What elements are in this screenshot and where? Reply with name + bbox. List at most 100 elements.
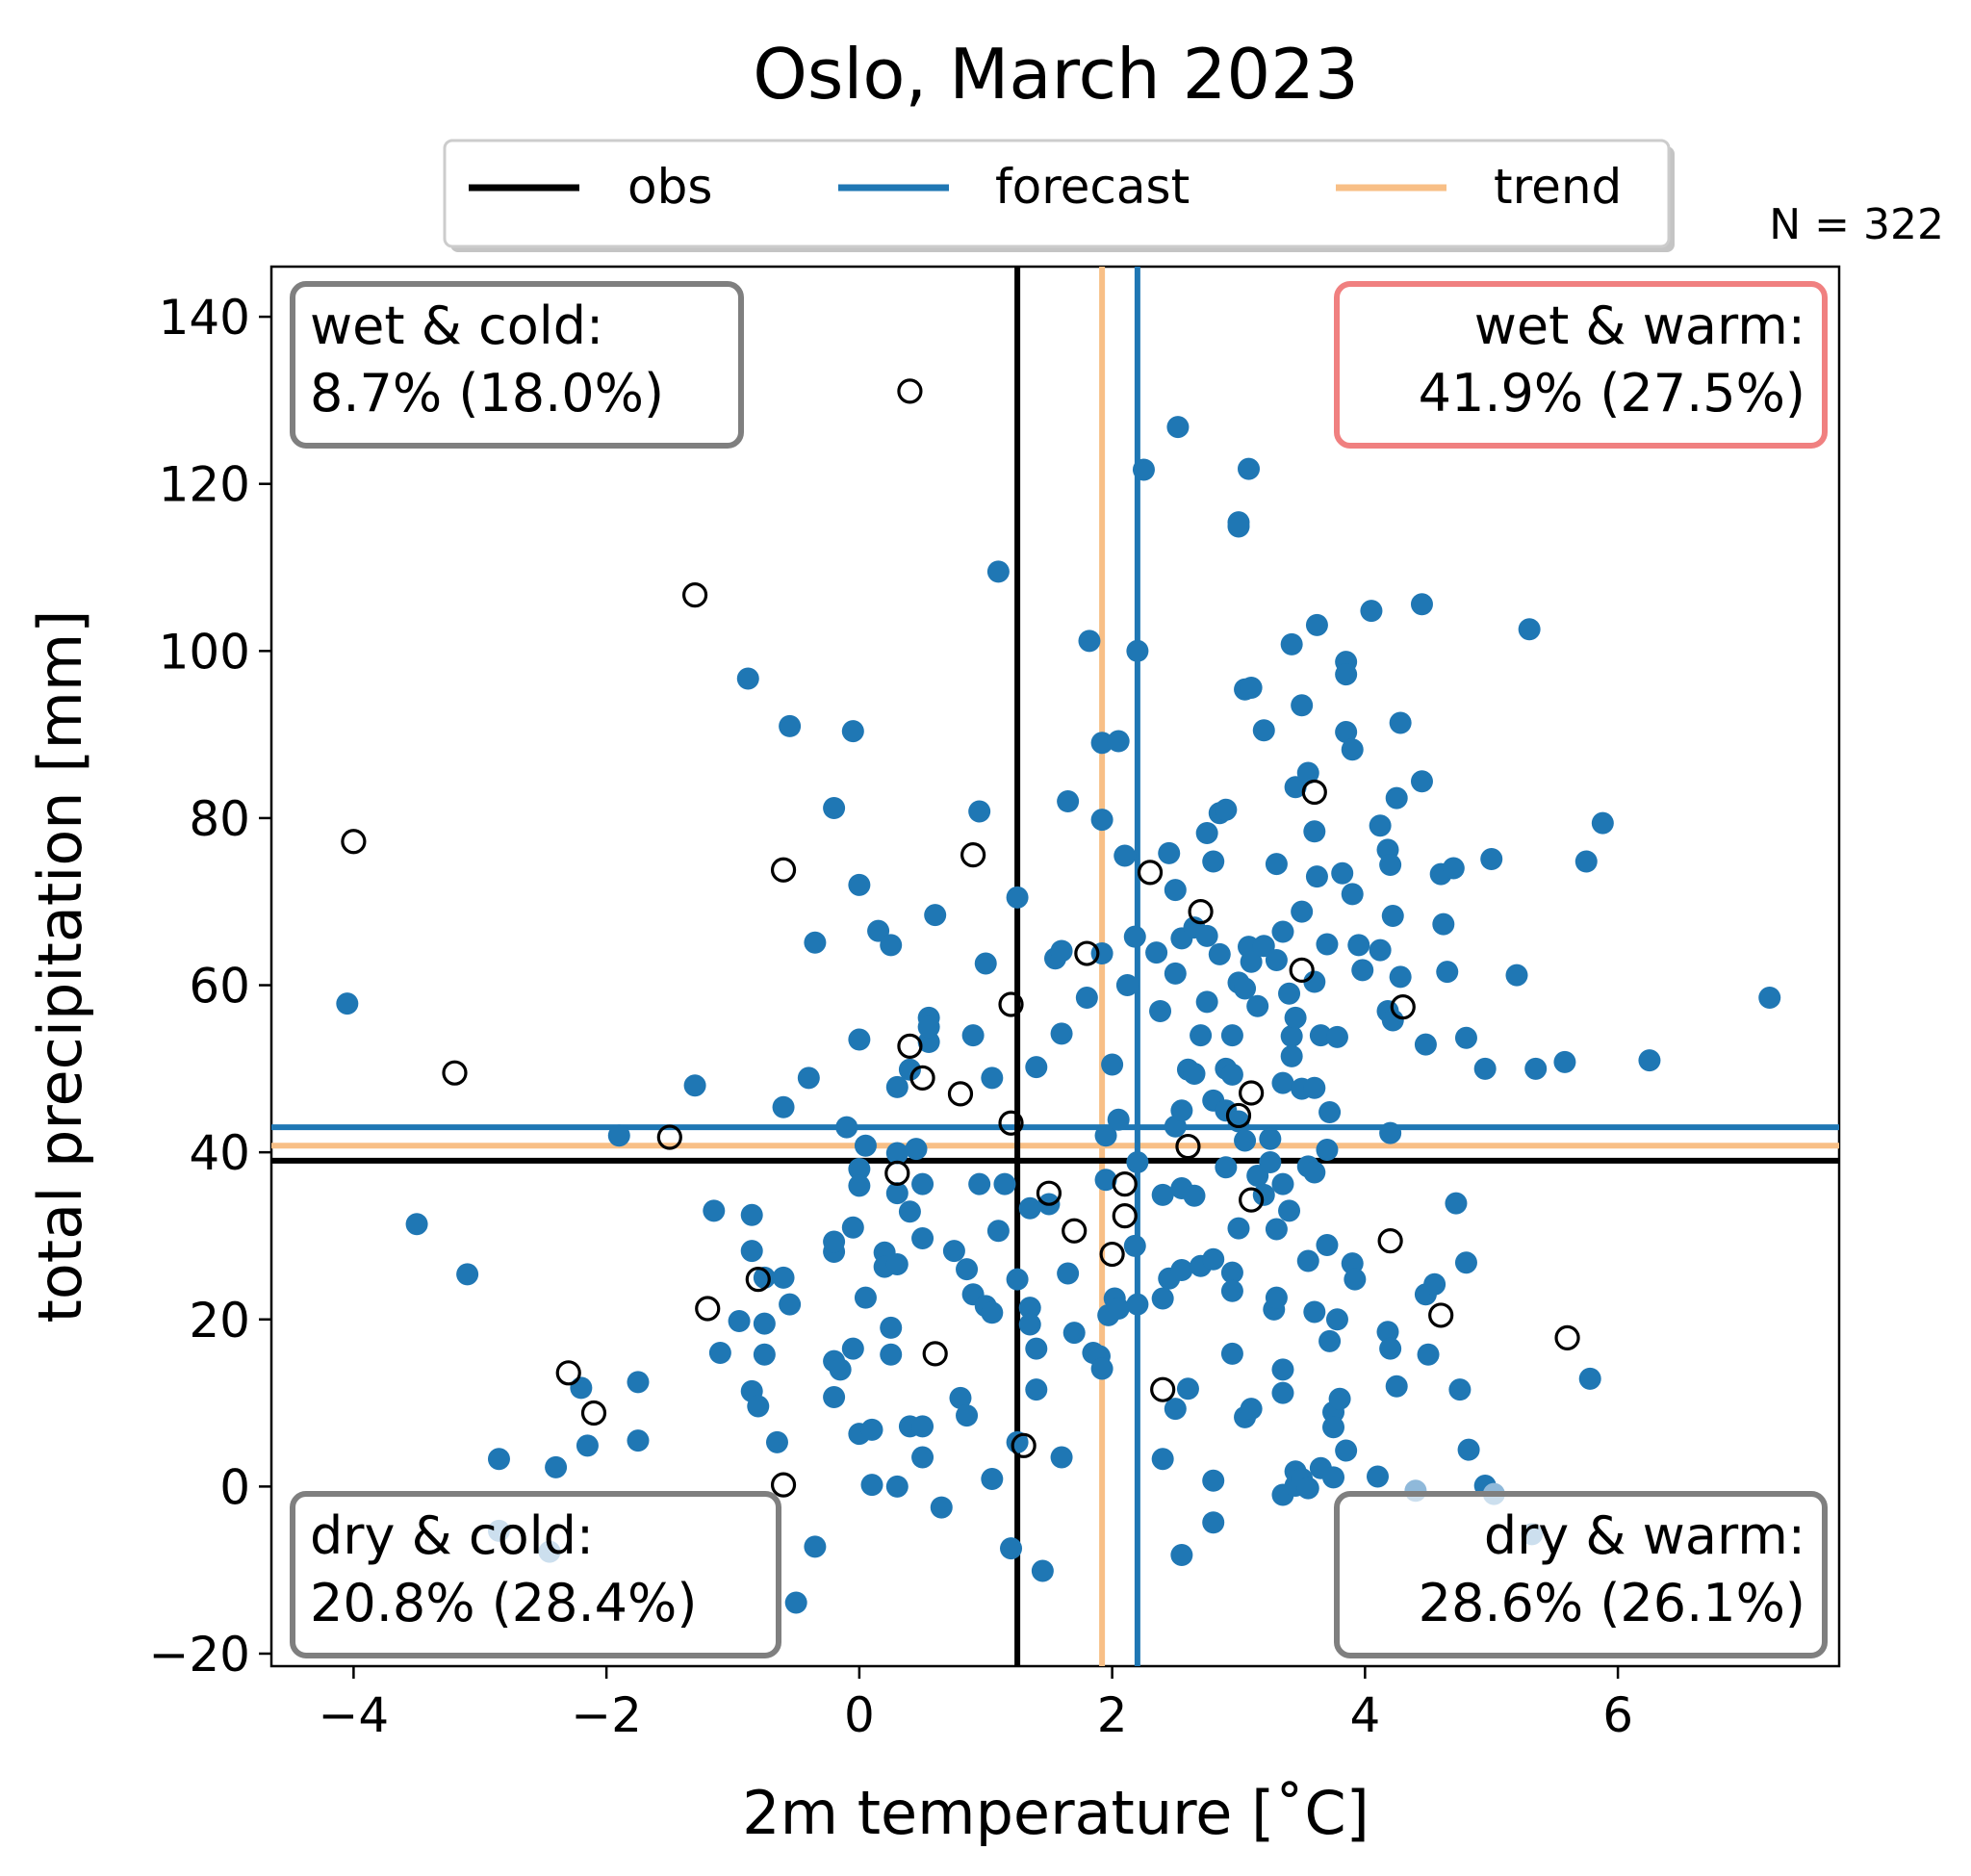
forecast-point — [1480, 847, 1503, 870]
forecast-point — [1369, 938, 1392, 962]
forecast-point — [1351, 959, 1374, 982]
forecast-point — [1454, 1251, 1477, 1274]
forecast-point — [1410, 770, 1433, 793]
y-tick-label: 100 — [159, 624, 250, 680]
chart-title: Oslo, March 2023 — [753, 34, 1359, 115]
forecast-point — [885, 1182, 909, 1205]
forecast-point — [1220, 1279, 1243, 1302]
forecast-point — [1505, 964, 1528, 987]
quadrant-value-top-left: 8.7% (18.0%) — [310, 363, 664, 424]
forecast-point — [1553, 1050, 1576, 1073]
y-axis-label: total precipitation [mm] — [25, 610, 95, 1323]
forecast-point — [924, 904, 947, 927]
forecast-point — [1578, 1367, 1601, 1390]
forecast-point — [1303, 820, 1326, 843]
forecast-point — [968, 800, 991, 823]
forecast-point — [1445, 1192, 1468, 1215]
forecast-point — [703, 1199, 726, 1222]
forecast-point — [956, 1258, 979, 1281]
forecast-point — [570, 1376, 593, 1400]
forecast-point — [1183, 1184, 1206, 1207]
forecast-point — [1335, 721, 1358, 744]
forecast-point — [1322, 1466, 1345, 1489]
forecast-point — [405, 1213, 428, 1236]
obs-point — [1428, 1302, 1454, 1328]
y-tick-label: 120 — [159, 457, 250, 513]
forecast-point — [1376, 1321, 1399, 1344]
forecast-point — [1303, 1161, 1326, 1184]
forecast-point — [456, 1263, 479, 1286]
forecast-point — [1220, 1024, 1243, 1047]
forecast-point — [1094, 1169, 1117, 1192]
forecast-point — [1331, 861, 1354, 885]
forecast-point — [1145, 941, 1168, 964]
forecast-point — [1240, 950, 1263, 973]
forecast-point — [1164, 1398, 1187, 1421]
obs-point — [580, 1400, 607, 1426]
forecast-point — [854, 1134, 877, 1157]
forecast-point — [848, 1158, 871, 1181]
forecast-point — [1170, 1259, 1193, 1282]
forecast-point — [1018, 1297, 1041, 1320]
forecast-point — [1328, 1387, 1351, 1410]
quadrant-title-top-right: wet & warm: — [1474, 296, 1805, 356]
obs-point — [922, 1341, 948, 1367]
forecast-point — [1284, 1006, 1307, 1029]
forecast-point — [854, 1286, 877, 1309]
forecast-point — [885, 1142, 909, 1165]
forecast-point — [728, 1309, 751, 1332]
forecast-point — [1305, 865, 1328, 888]
quadrant-title-bottom-left: dry & cold: — [310, 1505, 594, 1566]
obs-point — [1011, 1432, 1037, 1458]
forecast-point — [1183, 1063, 1206, 1086]
forecast-point — [823, 797, 846, 820]
y-tick-label: 80 — [189, 791, 250, 847]
forecast-point — [627, 1371, 650, 1394]
obs-point — [442, 1060, 468, 1086]
legend: obs forecast trend — [443, 139, 1675, 252]
legend-label-obs: obs — [627, 159, 712, 215]
forecast-point — [1271, 920, 1294, 943]
forecast-point — [797, 1066, 820, 1090]
forecast-point — [1278, 1199, 1301, 1222]
obs-point — [998, 1110, 1024, 1136]
x-tick-label: 4 — [1349, 1687, 1380, 1743]
forecast-point — [1237, 457, 1260, 480]
forecast-point — [829, 1358, 852, 1381]
forecast-point — [1252, 935, 1275, 958]
obs-point — [1289, 957, 1315, 984]
forecast-point — [898, 1058, 921, 1081]
forecast-point — [708, 1341, 731, 1364]
forecast-point — [784, 1591, 807, 1614]
forecast-point — [576, 1434, 599, 1457]
forecast-point — [1303, 1300, 1326, 1323]
obs-point — [1390, 994, 1416, 1020]
forecast-point — [1524, 1057, 1548, 1080]
forecast-point — [1417, 1343, 1440, 1366]
forecast-point — [1126, 1151, 1149, 1174]
forecast-point — [1574, 850, 1598, 873]
forecast-point — [1318, 1100, 1342, 1123]
forecast-point — [1518, 618, 1541, 641]
forecast-point — [1126, 1293, 1149, 1316]
forecast-point — [860, 1474, 883, 1497]
forecast-point — [1309, 1024, 1332, 1047]
forecast-point — [607, 1124, 630, 1147]
forecast-point — [917, 1015, 940, 1039]
forecast-point — [1316, 1233, 1339, 1256]
forecast-point — [1379, 854, 1402, 877]
forecast-point — [545, 1455, 568, 1478]
y-tick-label: 0 — [219, 1459, 250, 1515]
forecast-point — [1296, 1477, 1319, 1500]
obs-point — [1062, 1218, 1088, 1244]
legend-box — [443, 139, 1671, 248]
obs-point — [1225, 1102, 1252, 1129]
forecast-point — [1025, 1337, 1048, 1360]
forecast-point — [981, 1066, 1004, 1090]
obs-point — [960, 842, 986, 868]
forecast-point — [1240, 1398, 1263, 1421]
forecast-point — [1075, 987, 1098, 1010]
forecast-point — [1448, 1378, 1472, 1401]
forecast-point — [779, 714, 802, 737]
forecast-point — [911, 1172, 934, 1195]
